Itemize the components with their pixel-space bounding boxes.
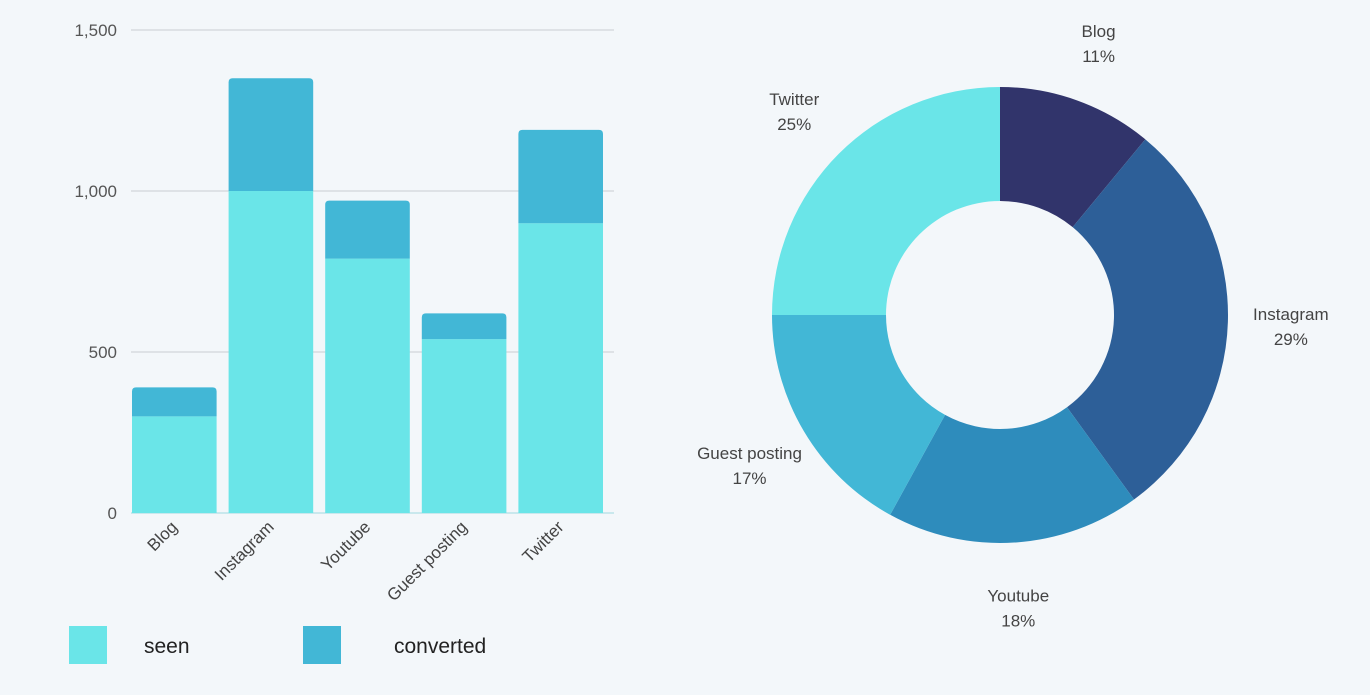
bar-converted-twitter [518, 129, 603, 224]
bar-seen-guest-posting [421, 339, 507, 513]
donut-percent-guest-posting: 17% [733, 469, 767, 488]
legend-label-seen: seen [144, 635, 190, 658]
donut-slice-twitter [772, 87, 1000, 315]
legend-label-converted: converted [394, 635, 486, 658]
bar-y-axis: 0 500 1,000 1,500 [74, 21, 117, 523]
donut-percent-twitter: 25% [777, 115, 811, 134]
bar-seen-blog [132, 416, 217, 513]
donut-label-blog: Blog [1082, 22, 1116, 41]
donut-label-guest-posting: Guest posting [697, 444, 802, 463]
x-tick-label: Blog [144, 517, 181, 554]
donut-percent-youtube: 18% [1001, 611, 1035, 630]
donut-series [772, 87, 1228, 543]
legend-swatch-converted [303, 626, 341, 664]
donut-slice-blog [1000, 87, 1146, 228]
bar-converted-instagram [228, 78, 314, 191]
donut-label-twitter: Twitter [769, 90, 819, 109]
bar-seen-instagram [228, 191, 314, 513]
bar-x-axis: Blog Instagram Youtube Guest posting Twitter [144, 517, 568, 605]
legend-swatch-seen [69, 626, 107, 664]
donut-label-youtube: Youtube [987, 586, 1049, 605]
y-tick-label: 1,000 [74, 182, 117, 201]
donut-slice-guest-posting [772, 315, 946, 515]
donut-label-instagram: Instagram [1253, 305, 1329, 324]
y-tick-label: 1,500 [74, 21, 117, 40]
bar-converted-guest-posting [421, 313, 507, 340]
donut-percent-instagram: 29% [1274, 330, 1308, 349]
donut-labels: Blog 11% Instagram 29% Youtube 18% Guest posti… [697, 22, 1329, 630]
bar-seen-twitter [518, 223, 603, 513]
donut-percent-blog: 11% [1082, 47, 1115, 66]
bar-legend: seen converted [69, 626, 486, 664]
y-tick-label: 0 [108, 504, 117, 523]
y-tick-label: 500 [89, 343, 117, 362]
bar-converted-youtube [325, 200, 410, 259]
bar-seen-youtube [325, 258, 410, 513]
donut-slice-instagram [1067, 139, 1228, 500]
x-tick-label: Twitter [519, 517, 568, 566]
donut-slice-youtube [890, 407, 1135, 543]
bar-converted-blog [132, 387, 217, 417]
x-tick-label: Youtube [317, 517, 374, 574]
x-tick-label: Instagram [211, 517, 278, 584]
x-tick-label: Guest posting [383, 517, 471, 605]
bar-series [132, 78, 603, 513]
